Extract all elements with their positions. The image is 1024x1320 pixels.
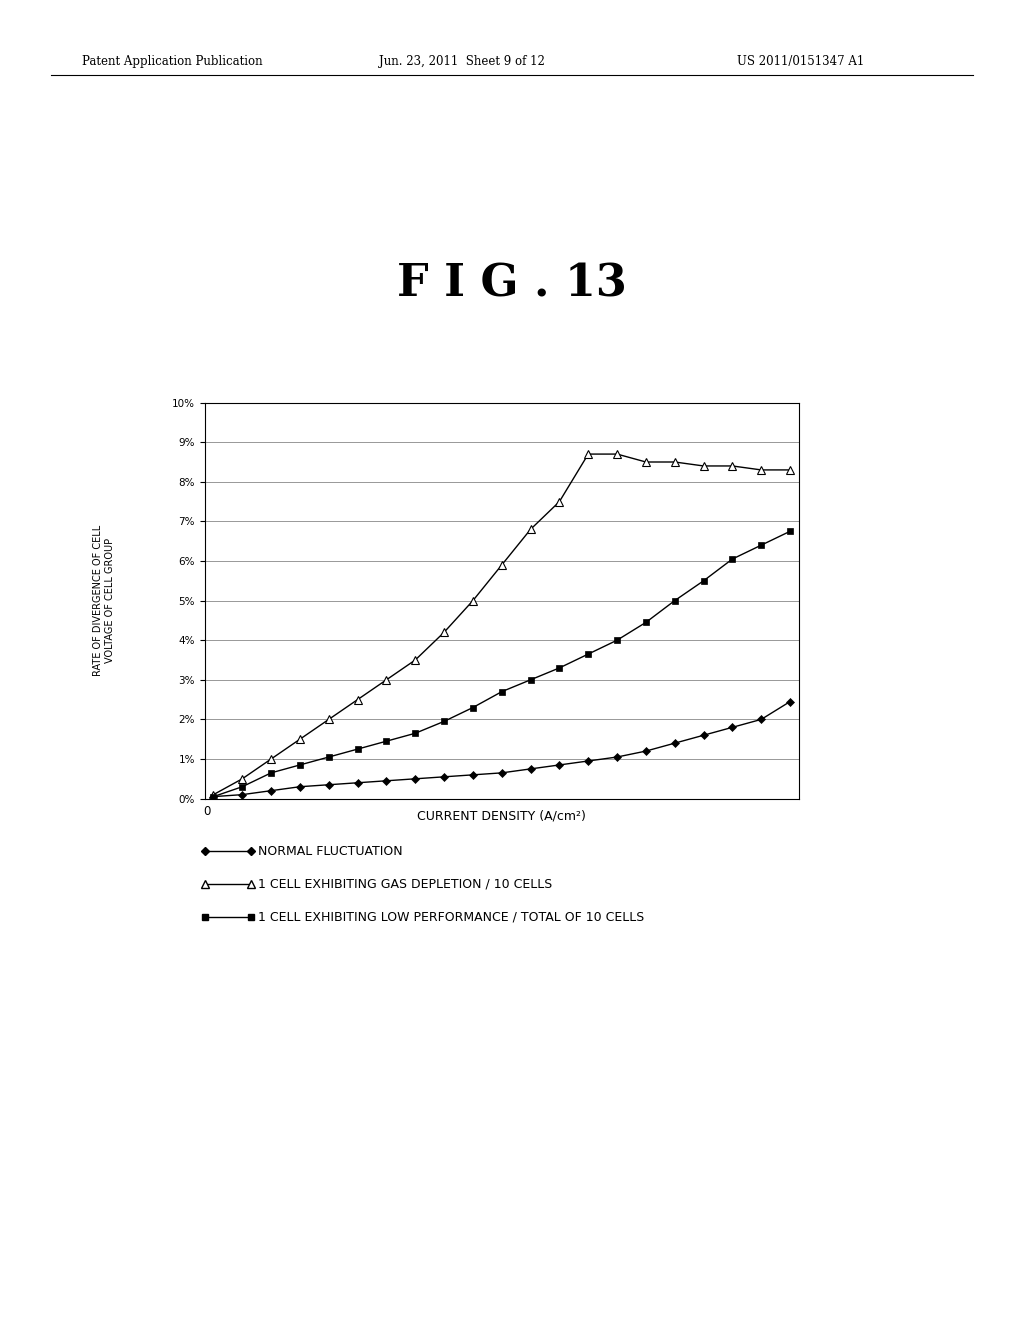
Text: 1 CELL EXHIBITING GAS DEPLETION / 10 CELLS: 1 CELL EXHIBITING GAS DEPLETION / 10 CEL… — [258, 878, 552, 891]
Text: NORMAL FLUCTUATION: NORMAL FLUCTUATION — [258, 845, 402, 858]
Text: F I G . 13: F I G . 13 — [397, 263, 627, 305]
Text: 0: 0 — [203, 805, 211, 818]
X-axis label: CURRENT DENSITY (A/cm²): CURRENT DENSITY (A/cm²) — [418, 809, 586, 822]
Text: US 2011/0151347 A1: US 2011/0151347 A1 — [737, 55, 864, 69]
Text: 1 CELL EXHIBITING LOW PERFORMANCE / TOTAL OF 10 CELLS: 1 CELL EXHIBITING LOW PERFORMANCE / TOTA… — [258, 911, 644, 924]
Text: Patent Application Publication: Patent Application Publication — [82, 55, 262, 69]
Text: RATE OF DIVERGENCE OF CELL
VOLTAGE OF CELL GROUP: RATE OF DIVERGENCE OF CELL VOLTAGE OF CE… — [93, 525, 115, 676]
Text: Jun. 23, 2011  Sheet 9 of 12: Jun. 23, 2011 Sheet 9 of 12 — [379, 55, 545, 69]
